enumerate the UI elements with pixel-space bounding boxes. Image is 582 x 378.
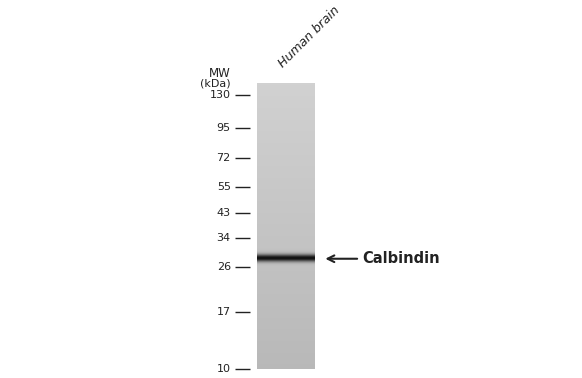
Text: 55: 55 <box>217 181 231 192</box>
Text: 72: 72 <box>217 153 231 163</box>
Text: 17: 17 <box>217 307 231 317</box>
Text: 10: 10 <box>217 364 231 374</box>
Text: Human brain: Human brain <box>276 4 342 71</box>
Text: 26: 26 <box>217 262 231 272</box>
Text: 95: 95 <box>217 123 231 133</box>
Text: 130: 130 <box>210 90 231 99</box>
Text: Calbindin: Calbindin <box>328 251 441 266</box>
Text: 43: 43 <box>217 208 231 218</box>
Text: (kDa): (kDa) <box>200 79 231 88</box>
Text: MW: MW <box>209 67 231 80</box>
Text: 34: 34 <box>217 233 231 243</box>
